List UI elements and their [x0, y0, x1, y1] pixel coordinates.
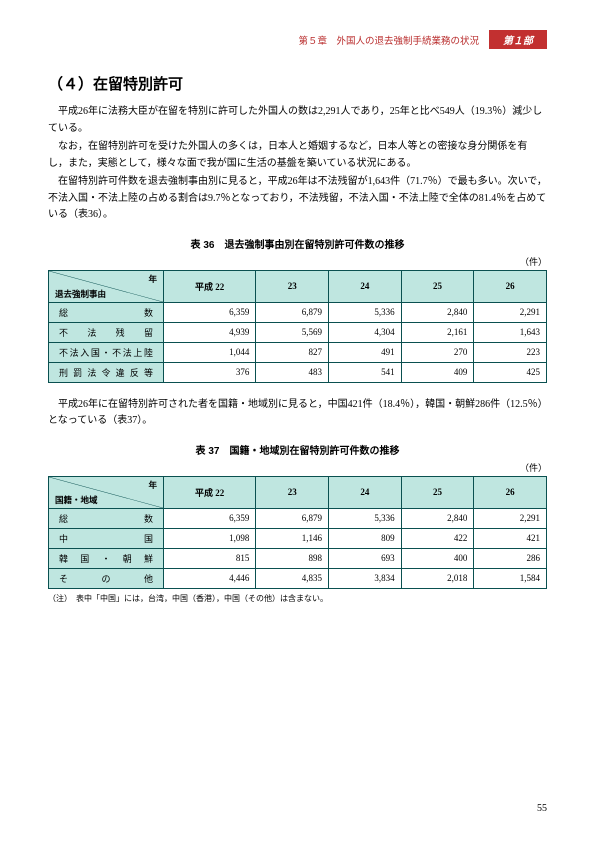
row-label: 総数: [49, 302, 164, 322]
column-header: 26: [474, 270, 547, 302]
body-paragraph: 在留特別許可件数を退去強制事由別に見ると，平成26年は不法残留が1,643件（7…: [48, 174, 547, 224]
column-header: 26: [474, 476, 547, 508]
data-cell: 1,584: [474, 568, 547, 588]
table37: 年国籍・地域平成 2223242526総数6,3596,8795,3362,84…: [48, 476, 547, 589]
data-cell: 1,643: [474, 322, 547, 342]
data-cell: 2,840: [401, 302, 474, 322]
data-cell: 541: [329, 362, 402, 382]
table36-caption: 表 36 退去強制事由別在留特別許可件数の推移: [48, 236, 547, 251]
data-cell: 2,291: [474, 302, 547, 322]
column-header: 25: [401, 270, 474, 302]
data-cell: 286: [474, 548, 547, 568]
table-diag-header: 年退去強制事由: [49, 270, 164, 302]
table36: 年退去強制事由平成 2223242526総数6,3596,8795,3362,8…: [48, 270, 547, 383]
diag-top-label: 年: [148, 273, 157, 285]
column-header: 23: [256, 270, 329, 302]
data-cell: 2,161: [401, 322, 474, 342]
data-cell: 3,834: [329, 568, 402, 588]
data-cell: 6,879: [256, 508, 329, 528]
diag-top-label: 年: [148, 479, 157, 491]
diag-bottom-label: 国籍・地域: [55, 494, 98, 506]
data-cell: 400: [401, 548, 474, 568]
data-cell: 815: [164, 548, 256, 568]
row-label: 不法入国・不法上陸: [49, 342, 164, 362]
row-label: 中国: [49, 528, 164, 548]
data-cell: 422: [401, 528, 474, 548]
row-label: 刑罰法令違反等: [49, 362, 164, 382]
chapter-label: 第５章 外国人の退去強制手続業務の状況: [298, 33, 479, 47]
table36-block: 表 36 退去強制事由別在留特別許可件数の推移 （件） 年退去強制事由平成 22…: [48, 236, 547, 383]
table37-unit: （件）: [48, 461, 547, 474]
part-badge: 第１部: [489, 30, 547, 49]
body-paragraph: なお，在留特別許可を受けた外国人の多くは，日本人と婚姻するなど，日本人等との密接…: [48, 139, 547, 172]
body-paragraph: 平成26年に法務大臣が在留を特別に許可した外国人の数は2,291人であり，25年…: [48, 104, 547, 137]
data-cell: 421: [474, 528, 547, 548]
data-cell: 491: [329, 342, 402, 362]
row-label: 韓国・朝鮮: [49, 548, 164, 568]
column-header: 23: [256, 476, 329, 508]
table-diag-header: 年国籍・地域: [49, 476, 164, 508]
page-number: 55: [537, 803, 547, 814]
data-cell: 5,569: [256, 322, 329, 342]
data-cell: 5,336: [329, 508, 402, 528]
data-cell: 827: [256, 342, 329, 362]
data-cell: 6,359: [164, 508, 256, 528]
data-cell: 6,879: [256, 302, 329, 322]
data-cell: 4,304: [329, 322, 402, 342]
data-cell: 809: [329, 528, 402, 548]
data-cell: 483: [256, 362, 329, 382]
table37-caption: 表 37 国籍・地域別在留特別許可件数の推移: [48, 442, 547, 457]
data-cell: 1,146: [256, 528, 329, 548]
data-cell: 6,359: [164, 302, 256, 322]
data-cell: 4,446: [164, 568, 256, 588]
data-cell: 693: [329, 548, 402, 568]
table36-unit: （件）: [48, 255, 547, 268]
data-cell: 2,291: [474, 508, 547, 528]
data-cell: 4,939: [164, 322, 256, 342]
body-paragraph: 平成26年に在留特別許可された者を国籍・地域別に見ると，中国421件（18.4％…: [48, 397, 547, 430]
data-cell: 4,835: [256, 568, 329, 588]
data-cell: 2,840: [401, 508, 474, 528]
column-header: 24: [329, 476, 402, 508]
table37-note: （注） 表中「中国」には，台湾，中国（香港），中国（その他）は含まない。: [48, 593, 547, 604]
page-header: 第５章 外国人の退去強制手続業務の状況 第１部: [48, 30, 547, 49]
data-cell: 5,336: [329, 302, 402, 322]
data-cell: 2,018: [401, 568, 474, 588]
data-cell: 1,044: [164, 342, 256, 362]
data-cell: 898: [256, 548, 329, 568]
column-header: 平成 22: [164, 476, 256, 508]
section-heading: （４）在留特別許可: [48, 73, 547, 94]
data-cell: 223: [474, 342, 547, 362]
column-header: 25: [401, 476, 474, 508]
row-label: その他: [49, 568, 164, 588]
data-cell: 1,098: [164, 528, 256, 548]
table37-block: 表 37 国籍・地域別在留特別許可件数の推移 （件） 年国籍・地域平成 2223…: [48, 442, 547, 604]
data-cell: 409: [401, 362, 474, 382]
data-cell: 270: [401, 342, 474, 362]
row-label: 総数: [49, 508, 164, 528]
data-cell: 376: [164, 362, 256, 382]
diag-bottom-label: 退去強制事由: [55, 288, 106, 300]
column-header: 24: [329, 270, 402, 302]
data-cell: 425: [474, 362, 547, 382]
row-label: 不法残留: [49, 322, 164, 342]
column-header: 平成 22: [164, 270, 256, 302]
